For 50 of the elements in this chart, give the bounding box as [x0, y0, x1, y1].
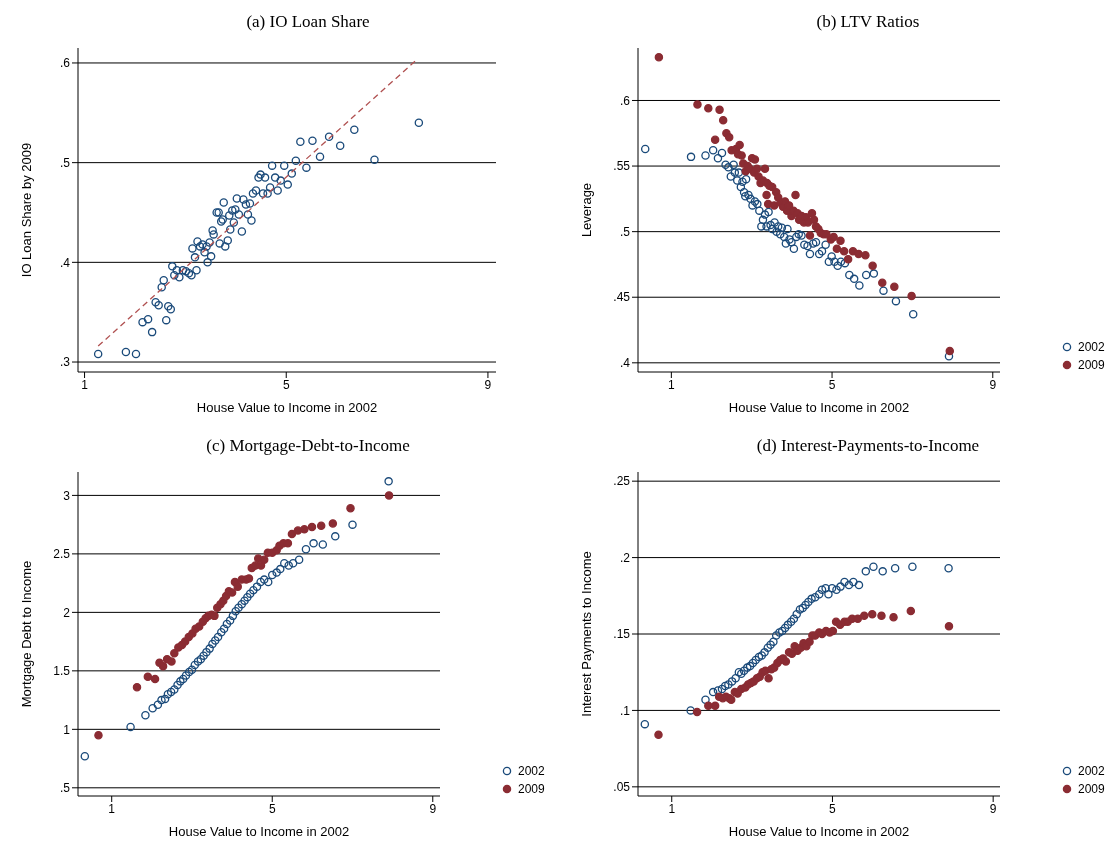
x-tick-label: 5: [268, 801, 276, 816]
y-tick-label: .5: [59, 781, 71, 796]
y-axis-title: Mortgage Debt to Income: [18, 560, 34, 708]
y-tick-label: .25: [613, 474, 631, 489]
y-tick-label: .45: [613, 290, 631, 305]
x-tick-label: 9: [989, 377, 997, 392]
y-tick-label: .4: [59, 255, 71, 270]
x-axis-title: House Value to Income in 2002: [196, 400, 378, 415]
x-tick-label: 1: [668, 801, 676, 816]
y-tick-label: .6: [59, 56, 71, 71]
y-tick-label: .4: [619, 356, 631, 371]
y-tick-label: .05: [613, 780, 631, 795]
legend-label: 2002: [1078, 764, 1105, 778]
chart-title: (a) IO Loan Share: [245, 11, 371, 33]
y-axis-title: Interest Payments to Income: [578, 551, 594, 717]
chart-title: (d) Interest-Payments-to-Income: [755, 435, 981, 457]
y-axis-title: Leverage: [578, 182, 594, 238]
legend-label: 2002: [1078, 340, 1105, 354]
y-tick-label: .5: [619, 224, 631, 239]
x-tick-label: 5: [282, 377, 290, 392]
y-tick-label: 2: [63, 605, 71, 620]
chart-title: (b) LTV Ratios: [815, 11, 921, 33]
legend-label: 2009: [1078, 358, 1105, 372]
y-tick-label: .55: [613, 159, 631, 174]
y-tick-label: .1: [619, 703, 631, 718]
y-tick-label: 1: [63, 722, 71, 737]
chart-title: (c) Mortgage-Debt-to-Income: [205, 435, 411, 457]
y-tick-label: 2.5: [53, 547, 71, 562]
x-tick-label: 5: [828, 377, 836, 392]
legend-label: 2009: [1078, 782, 1105, 796]
y-tick-label: .3: [59, 355, 71, 370]
y-axis-title: IO Loan Share by 2009: [18, 142, 34, 278]
x-tick-label: 9: [989, 801, 997, 816]
x-axis-title: House Value to Income in 2002: [728, 824, 910, 839]
y-tick-label: .2: [619, 550, 631, 565]
y-tick-label: .6: [619, 93, 631, 108]
x-tick-label: 9: [429, 801, 437, 816]
x-tick-label: 1: [108, 801, 116, 816]
x-tick-label: 1: [668, 377, 675, 392]
x-tick-label: 5: [829, 801, 837, 816]
x-axis-title: House Value to Income in 2002: [168, 824, 350, 839]
y-tick-label: 1.5: [53, 664, 71, 679]
x-axis-title: House Value to Income in 2002: [728, 400, 910, 415]
x-tick-label: 1: [81, 377, 89, 392]
legend-label: 2009: [518, 782, 545, 796]
y-tick-label: 3: [63, 488, 71, 503]
y-tick-label: .5: [59, 155, 71, 170]
legend-label: 2002: [518, 764, 545, 778]
x-tick-label: 9: [484, 377, 492, 392]
y-tick-label: .15: [613, 627, 631, 642]
